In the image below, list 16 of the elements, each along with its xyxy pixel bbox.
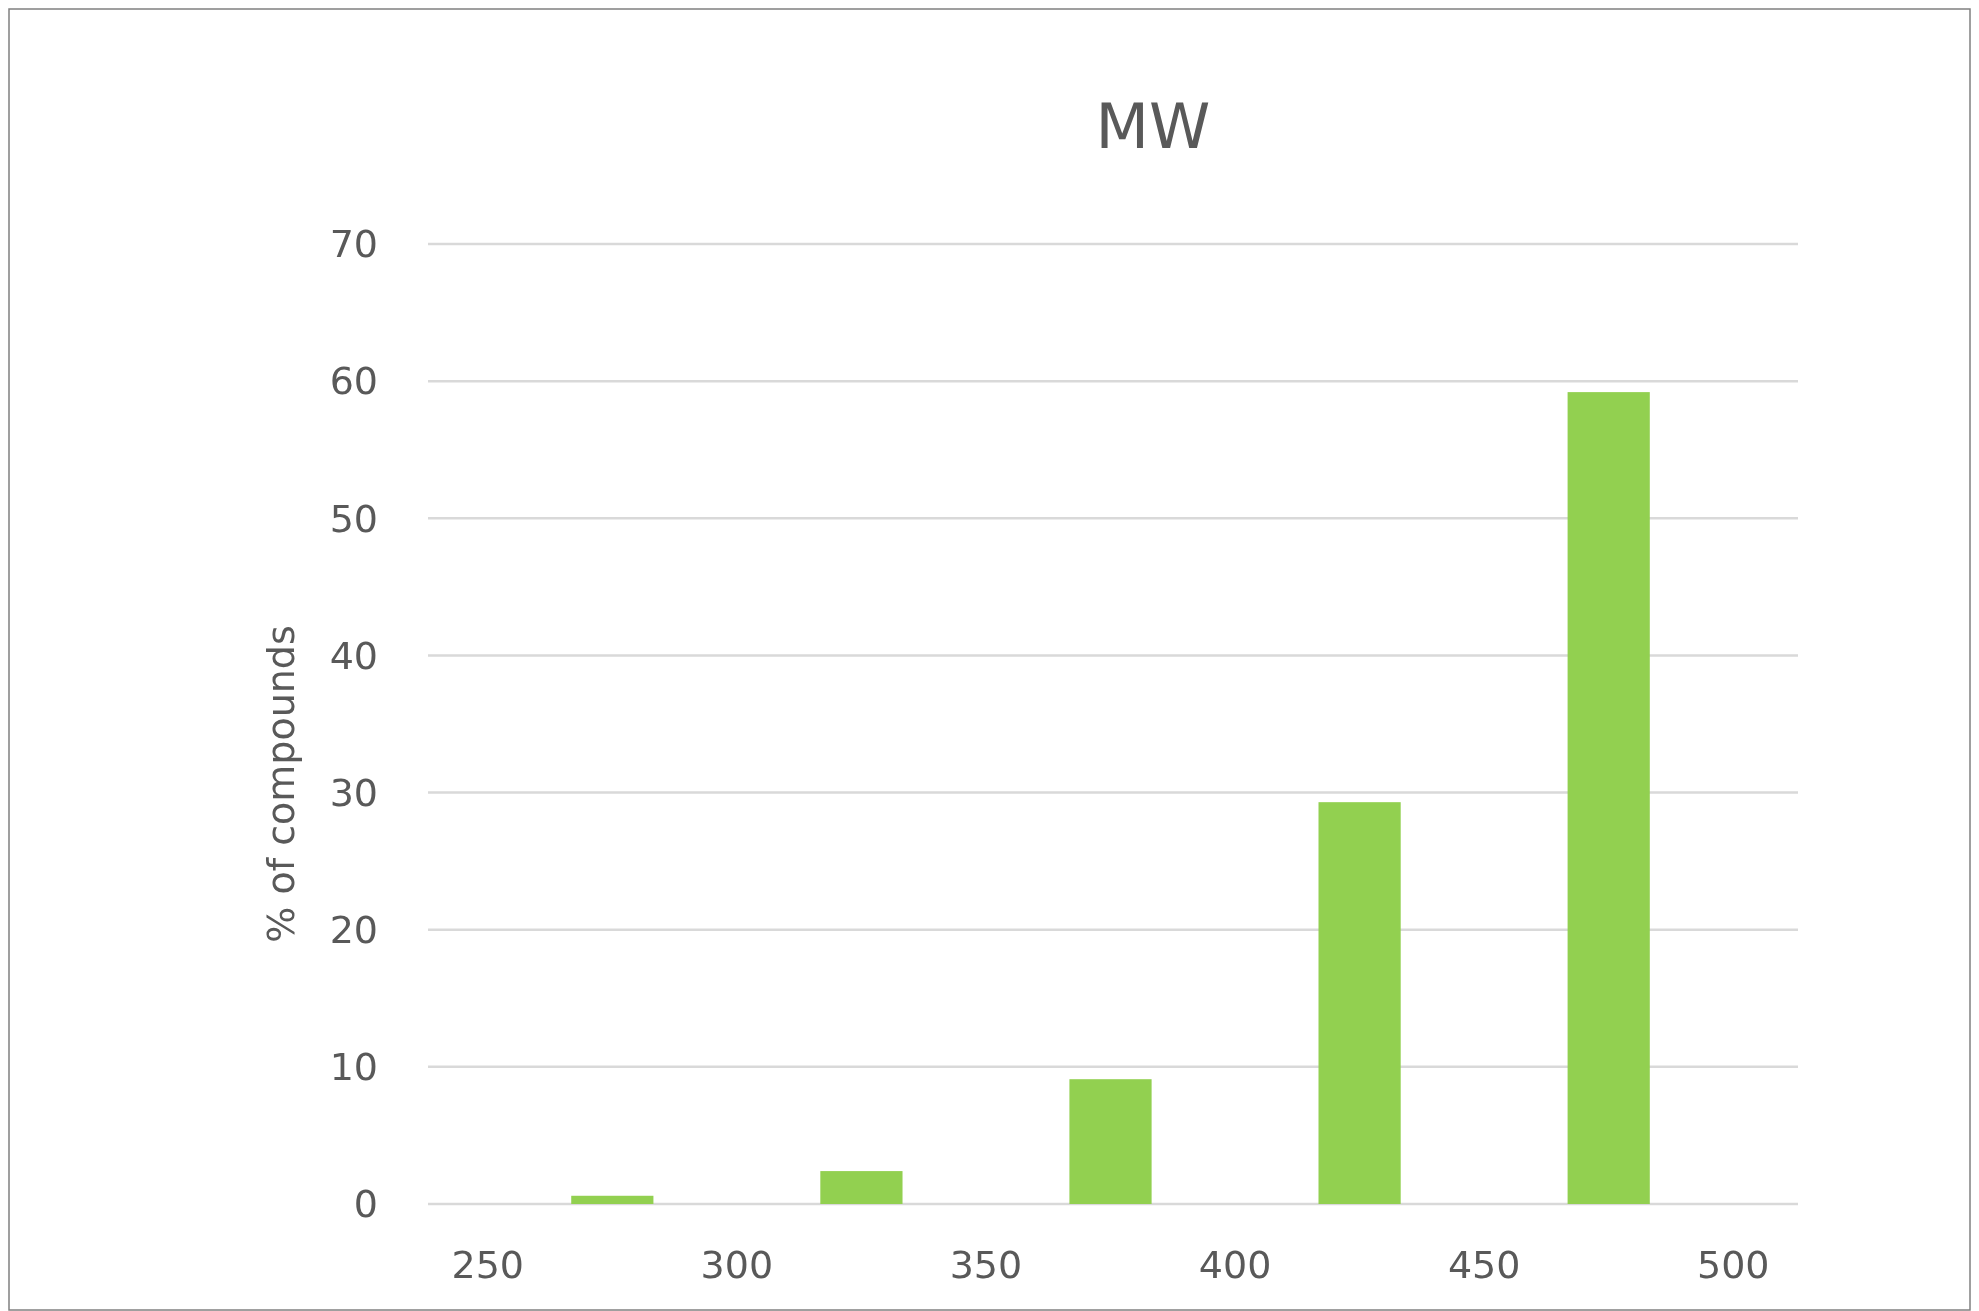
y-tick-label: 10: [329, 1045, 378, 1090]
y-tick-label: 40: [329, 633, 378, 678]
y-tick-label: 50: [329, 496, 378, 541]
y-tick-label: 60: [329, 359, 378, 404]
x-tick-label: 400: [1198, 1243, 1272, 1287]
y-tick-label: 30: [329, 770, 378, 815]
x-tick-label: 250: [451, 1243, 525, 1287]
chart-title: MW: [1095, 90, 1211, 163]
x-tick-label: 350: [949, 1243, 1023, 1287]
x-tick-label: 300: [700, 1243, 774, 1287]
x-tick-label: 450: [1447, 1243, 1521, 1287]
y-axis-title: % of compounds: [259, 625, 303, 943]
y-tick-label: 0: [353, 1182, 378, 1227]
x-tick-label: 500: [1696, 1243, 1770, 1287]
y-tick-label: 20: [329, 908, 378, 953]
y-tick-label: 70: [329, 222, 378, 267]
